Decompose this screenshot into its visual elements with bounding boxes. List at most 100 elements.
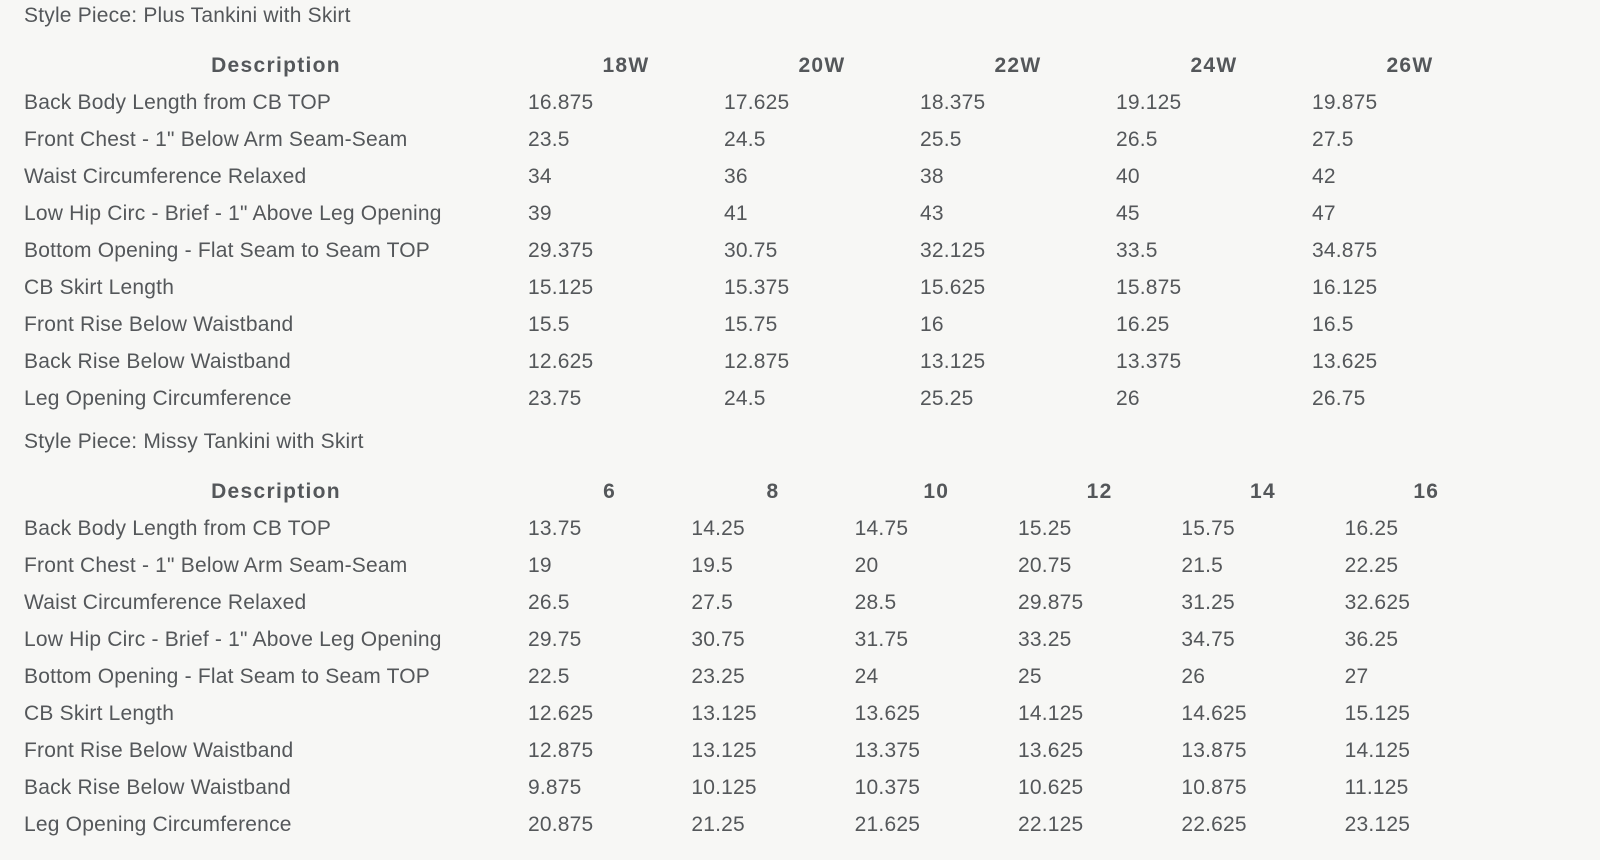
size-column-header: 22W — [994, 53, 1042, 77]
measurement-row: CB Skirt Length 15.125 15.375 15.625 15.875 1… — [24, 269, 1508, 306]
measurement-value: 36.25 — [1344, 627, 1399, 651]
measurement-value: 32.125 — [920, 238, 986, 262]
measurement-value: 30.75 — [724, 238, 778, 262]
measurement-label: Bottom Opening - Flat Seam to Seam TOP — [24, 664, 431, 688]
measurement-value: 26.75 — [1312, 386, 1366, 410]
measurement-value: 15.75 — [1181, 516, 1235, 540]
measurement-value: 22.625 — [1181, 812, 1247, 836]
measurement-label: Front Chest - 1" Below Arm Seam-Seam — [24, 127, 408, 151]
measurement-row: Leg Opening Circumference 23.75 24.5 25.25 2… — [24, 380, 1508, 417]
measurement-value: 16 — [920, 312, 944, 336]
measurement-value: 26 — [1116, 386, 1140, 410]
measurement-value: 15.125 — [528, 275, 594, 299]
measurement-value: 38 — [920, 164, 944, 188]
measurement-value: 22.5 — [528, 664, 570, 688]
size-table-body: Back Body Length from CB TOP 16.875 17.625… — [24, 84, 1508, 417]
measurement-value: 29.375 — [528, 238, 594, 262]
measurement-value: 22.125 — [1017, 812, 1084, 836]
measurement-value: 26.5 — [528, 590, 570, 614]
measurement-value: 10.875 — [1181, 775, 1247, 799]
measurement-value: 39 — [528, 201, 552, 225]
measurement-value: 32.625 — [1344, 590, 1411, 614]
measurement-value: 28.5 — [854, 590, 897, 614]
measurement-value: 16.25 — [1344, 516, 1399, 540]
measurement-value: 45 — [1116, 201, 1140, 225]
measurement-value: 15.125 — [1344, 701, 1411, 725]
measurement-label: Low Hip Circ - Brief - 1" Above Leg Open… — [24, 201, 442, 225]
style-piece-title: Style Piece: Plus Tankini with Skirt — [24, 4, 351, 27]
measurement-label: Front Chest - 1" Below Arm Seam-Seam — [24, 553, 408, 577]
size-column-header: 26W — [1386, 53, 1434, 77]
style-section: Style Piece: Missy Tankini with Skirt De… — [24, 429, 1600, 843]
measurement-value: 13.875 — [1181, 738, 1247, 762]
size-column-header: 8 — [766, 479, 780, 503]
measurement-value: 20.75 — [1017, 553, 1072, 577]
measurement-value: 13.625 — [1017, 738, 1084, 762]
measurement-value: 31.25 — [1181, 590, 1235, 614]
measurement-value: 13.75 — [528, 516, 582, 540]
measurement-row: Front Chest - 1" Below Arm Seam-Seam 23.5… — [24, 121, 1508, 158]
measurement-label: Front Rise Below Waistband — [24, 738, 294, 762]
measurement-label: Leg Opening Circumference — [24, 812, 292, 836]
measurement-row: Bottom Opening - Flat Seam to Seam TOP 29… — [24, 232, 1508, 269]
measurement-row: Front Chest - 1" Below Arm Seam-Seam 19 19… — [24, 547, 1508, 584]
size-table-header-row: Description 18W 20W 22W 24W 26W — [24, 47, 1508, 84]
measurement-value: 15.25 — [1017, 516, 1072, 540]
measurement-value: 12.875 — [724, 349, 790, 373]
measurement-value: 25.5 — [920, 127, 962, 151]
measurement-row: Low Hip Circ - Brief - 1" Above Leg Open… — [24, 195, 1508, 232]
measurement-value: 21.5 — [1181, 553, 1223, 577]
measurement-row: Back Rise Below Waistband 9.875 10.125 10.3… — [24, 769, 1508, 806]
measurement-value: 21.25 — [691, 812, 745, 836]
measurement-label: Waist Circumference Relaxed — [24, 164, 307, 188]
measurement-value: 26.5 — [1116, 127, 1158, 151]
measurement-value: 19 — [528, 553, 552, 577]
measurement-value: 43 — [920, 201, 944, 225]
measurement-value: 23.25 — [691, 664, 745, 688]
measurement-value: 22.25 — [1344, 553, 1399, 577]
measurement-value: 16.875 — [528, 90, 594, 114]
measurement-row: Low Hip Circ - Brief - 1" Above Leg Open… — [24, 621, 1508, 658]
measurement-value: 13.125 — [691, 738, 757, 762]
measurement-label: Back Rise Below Waistband — [24, 349, 291, 373]
measurement-value: 27.5 — [1312, 127, 1354, 151]
measurement-value: 41 — [724, 201, 748, 225]
measurement-value: 33.25 — [1017, 627, 1072, 651]
size-column-header: 12 — [1086, 479, 1113, 503]
size-column-header: 20W — [798, 53, 846, 77]
measurement-label: Back Body Length from CB TOP — [24, 90, 332, 114]
measurement-value: 14.25 — [691, 516, 745, 540]
measurement-value: 13.125 — [691, 701, 757, 725]
measurement-row: Waist Circumference Relaxed 34 36 38 40 42 — [24, 158, 1508, 195]
measurement-value: 24.5 — [724, 127, 766, 151]
size-column-header: 16 — [1413, 479, 1440, 503]
measurement-row: Back Rise Below Waistband 12.625 12.875 13.… — [24, 343, 1508, 380]
measurement-value: 24.5 — [724, 386, 766, 410]
measurement-value: 20 — [854, 553, 879, 577]
measurement-value: 25.25 — [920, 386, 974, 410]
measurement-value: 16.25 — [1116, 312, 1170, 336]
measurement-value: 47 — [1312, 201, 1336, 225]
measurement-value: 12.625 — [528, 701, 594, 725]
measurement-value: 30.75 — [691, 627, 745, 651]
measurement-value: 26 — [1181, 664, 1206, 688]
measurement-value: 15.5 — [528, 312, 570, 336]
measurement-value: 14.625 — [1181, 701, 1247, 725]
size-table: Description 18W 20W 22W 24W 26W Back Body Le… — [24, 47, 1508, 417]
measurement-value: 36 — [724, 164, 748, 188]
measurement-value: 12.875 — [528, 738, 594, 762]
measurement-value: 17.625 — [724, 90, 790, 114]
measurement-value: 23.5 — [528, 127, 570, 151]
measurement-value: 33.5 — [1116, 238, 1158, 262]
measurement-value: 10.625 — [1017, 775, 1084, 799]
measurement-value: 14.75 — [854, 516, 909, 540]
measurement-label: Front Rise Below Waistband — [24, 312, 294, 336]
measurement-row: Back Body Length from CB TOP 16.875 17.625… — [24, 84, 1508, 121]
measurement-value: 34 — [528, 164, 552, 188]
measurement-label: Waist Circumference Relaxed — [24, 590, 307, 614]
style-piece-title: Style Piece: Missy Tankini with Skirt — [24, 430, 364, 453]
measurement-value: 40 — [1116, 164, 1140, 188]
measurement-value: 23.75 — [528, 386, 582, 410]
measurement-value: 9.875 — [528, 775, 582, 799]
